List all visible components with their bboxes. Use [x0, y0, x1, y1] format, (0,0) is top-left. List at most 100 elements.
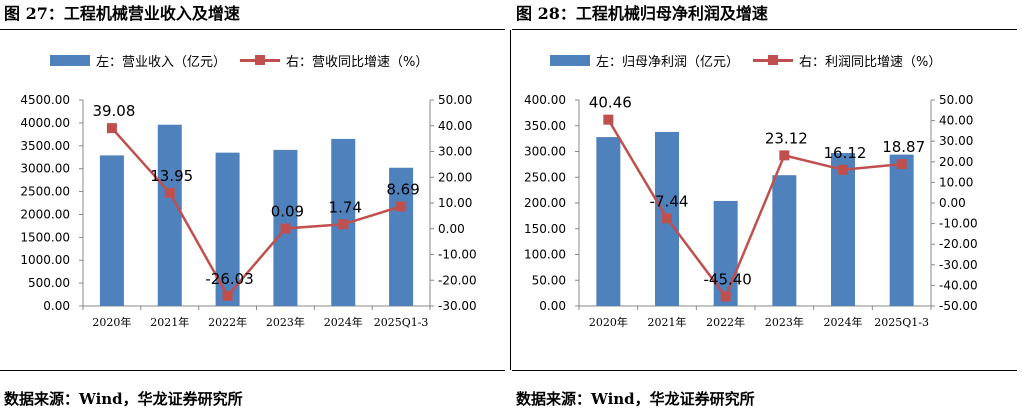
line-marker: [779, 150, 790, 161]
right-tick-label: 30.00: [939, 134, 973, 148]
source-divider: [512, 370, 1017, 371]
source-note: 数据来源：Wind，华龙证券研究所: [4, 390, 243, 408]
left-tick-label: 400.00: [524, 93, 566, 107]
x-tick-label: 2025Q1-3: [874, 316, 929, 329]
x-tick-label: 2023年: [266, 315, 305, 329]
data-label: 40.46: [589, 94, 632, 112]
legend-bar-swatch: [50, 54, 90, 66]
revenue-chart: 4500.00 4000.00 3500.00 3000.00 2500.00 2000.…: [20, 93, 477, 329]
left-tick-label: 3000.00: [20, 162, 70, 176]
right-tick-label: 30.00: [438, 145, 472, 159]
line-marker: [838, 164, 848, 175]
left-tick-label: 250.00: [524, 170, 566, 184]
left-tick-label: 1000.00: [20, 253, 70, 267]
right-tick-label: -20.00: [438, 273, 477, 287]
x-tick-label: 2020年: [92, 315, 131, 329]
data-label: 1.74: [329, 198, 362, 216]
source-divider: [0, 370, 505, 371]
right-tick-label: 40.00: [939, 114, 973, 128]
bar: [389, 167, 414, 306]
x-tick-label: 2023年: [765, 315, 804, 329]
x-tick-label: 2024年: [324, 315, 363, 329]
data-label: 13.95: [150, 167, 193, 185]
chart-legend: 左：归母净利润（亿元） 右：利润同比增速（%）: [550, 51, 955, 70]
chart-title: 图 28：工程机械归母净利润及增速: [516, 4, 768, 23]
chart-title: 图 27：工程机械营业收入及增速: [4, 4, 240, 23]
data-label: -45.40: [703, 271, 751, 289]
title-divider: [0, 29, 505, 30]
legend-label: 左：营业收入（亿元）: [96, 54, 227, 70]
left-tick-label: 4000.00: [20, 116, 70, 130]
left-tick-label: 100.00: [524, 248, 566, 262]
chart-panel-revenue: 图 27：工程机械营业收入及增速 左：营业收入（亿元） 右：营收同比增速（%） …: [0, 0, 505, 415]
x-tick-label: 2021年: [648, 315, 687, 329]
bar: [831, 153, 855, 306]
left-tick-label: 3500.00: [20, 139, 70, 153]
right-tick-label: -40.00: [939, 278, 978, 292]
data-label: -7.44: [650, 192, 689, 210]
right-tick-label: 20.00: [939, 155, 973, 169]
left-tick-label: 500.00: [28, 276, 70, 290]
left-tick-label: 50.00: [532, 273, 566, 287]
line-marker: [106, 123, 117, 134]
bar: [713, 200, 738, 306]
right-tick-label: 20.00: [438, 170, 472, 184]
title-divider: [512, 29, 1017, 30]
legend-line-swatch: [240, 54, 281, 66]
x-tick-label: 2022年: [706, 315, 745, 329]
line-marker: [720, 291, 731, 302]
right-tick-label: -50.00: [939, 299, 978, 313]
x-tick-label: 2025Q1-3: [374, 316, 429, 329]
right-tick-label: 40.00: [438, 119, 472, 133]
data-label: 16.12: [824, 144, 867, 162]
bar: [772, 175, 797, 306]
panel-divider: [510, 30, 511, 370]
source-note: 数据来源：Wind，华龙证券研究所: [516, 390, 755, 408]
left-tick-label: 1500.00: [20, 230, 70, 244]
line-marker: [280, 223, 291, 234]
right-tick-label: 10.00: [438, 196, 472, 210]
legend-label: 右：营收同比增速（%）: [286, 54, 429, 70]
legend-item-line: 右：利润同比增速（%）: [753, 51, 941, 70]
data-label: 8.69: [386, 180, 419, 198]
line-marker: [396, 201, 407, 212]
data-label: 0.09: [271, 203, 304, 221]
left-tick-label: 200.00: [524, 196, 566, 210]
right-tick-label: 50.00: [939, 93, 973, 107]
legend-bar-swatch: [550, 54, 590, 66]
data-label: 18.87: [882, 138, 925, 156]
data-label: 39.08: [92, 102, 135, 120]
left-tick-label: 2500.00: [20, 185, 70, 199]
profit-chart: 400.00 350.00 300.00 250.00 200.00 150.00 100.…: [524, 93, 978, 329]
right-tick-label: 10.00: [939, 175, 973, 189]
right-tick-label: 0.00: [939, 196, 966, 210]
line-marker: [164, 187, 175, 198]
line-marker: [338, 219, 349, 230]
left-tick-label: 4500.00: [20, 93, 70, 107]
line-marker: [222, 290, 233, 301]
left-tick-label: 150.00: [524, 222, 566, 236]
legend-item-bar: 左：营业收入（亿元）: [50, 51, 226, 70]
x-tick-label: 2024年: [824, 315, 863, 329]
data-label: -26.03: [205, 270, 253, 288]
growth-line: [607, 119, 902, 300]
left-tick-label: 0.00: [43, 299, 70, 313]
x-tick-label: 2020年: [589, 315, 628, 329]
legend-item-bar: 左：归母净利润（亿元）: [550, 51, 739, 70]
line-marker: [896, 159, 907, 170]
right-tick-label: -30.00: [438, 299, 477, 313]
right-tick-label: -20.00: [939, 237, 978, 251]
legend-label: 右：利润同比增速（%）: [799, 54, 942, 70]
x-tick-label: 2021年: [150, 315, 189, 329]
right-tick-label: -10.00: [939, 217, 978, 231]
data-label: 23.12: [765, 129, 808, 147]
right-tick-label: 0.00: [438, 222, 465, 236]
right-tick-label: -10.00: [438, 248, 477, 262]
right-tick-label: -30.00: [939, 258, 978, 272]
left-tick-label: 300.00: [524, 145, 566, 159]
line-marker: [603, 114, 614, 125]
chart-legend: 左：营业收入（亿元） 右：营收同比增速（%）: [50, 51, 442, 70]
bar: [889, 154, 914, 306]
legend-label: 左：归母净利润（亿元）: [596, 54, 740, 70]
chart-panel-profit: 图 28：工程机械归母净利润及增速 左：归母净利润（亿元） 右：利润同比增速（%…: [512, 0, 1017, 415]
